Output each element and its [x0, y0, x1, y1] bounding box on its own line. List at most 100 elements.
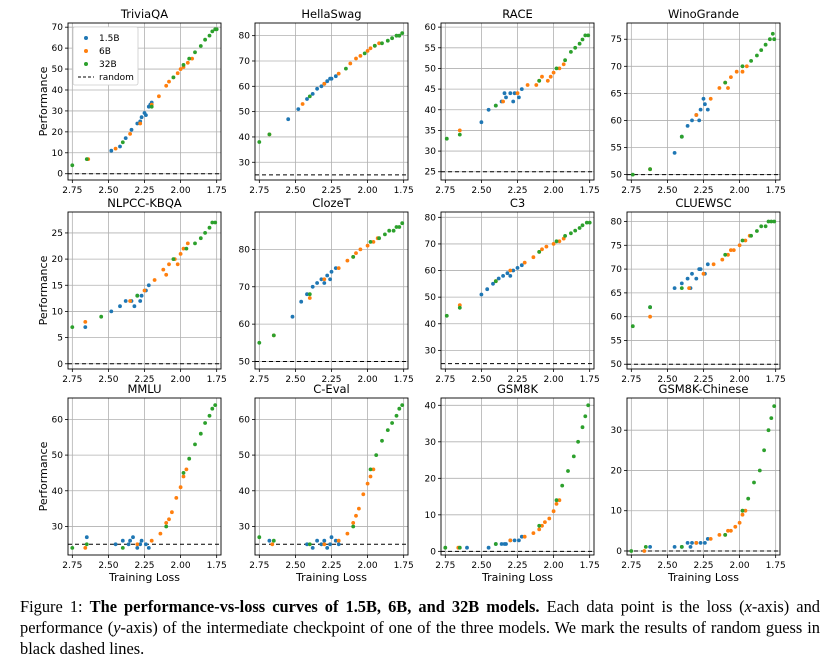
- x-tick-label: 2.50: [471, 561, 491, 571]
- x-tick-label: 2.50: [285, 375, 305, 385]
- data-point-32b: [267, 132, 272, 137]
- y-tick-label: 0: [430, 547, 436, 557]
- data-point-1-5b: [123, 136, 128, 141]
- data-point-6b: [540, 523, 544, 528]
- data-point-32b: [580, 425, 585, 430]
- data-point-1-5b: [479, 120, 484, 125]
- y-tick-label: 40: [425, 401, 437, 411]
- data-point-6b: [358, 54, 363, 58]
- data-point-32b: [307, 292, 312, 297]
- data-point-32b: [99, 314, 104, 319]
- x-tick-label: 2.25: [321, 375, 341, 385]
- data-point-32b: [171, 75, 176, 80]
- y-tick-label: 40: [52, 487, 64, 497]
- data-point-6b: [743, 508, 748, 513]
- data-point-1-5b: [146, 546, 151, 550]
- data-point-6b: [531, 255, 536, 260]
- data-point-6b: [345, 531, 350, 536]
- legend-label-random: random: [99, 73, 134, 83]
- x-axis-label: Training Loss: [481, 571, 553, 584]
- y-tick-label: 60: [239, 82, 251, 92]
- y-axis-label: Performance: [37, 66, 50, 136]
- data-point-6b: [371, 467, 376, 472]
- data-point-6b: [708, 537, 713, 541]
- data-point-6b: [322, 542, 327, 547]
- data-point-6b: [368, 46, 373, 51]
- data-point-32b: [679, 286, 684, 290]
- data-point-1-5b: [325, 273, 330, 278]
- panel-title: C-Eval: [313, 382, 350, 396]
- data-point-6b: [522, 534, 527, 539]
- data-point-32b: [362, 51, 367, 56]
- data-point-6b: [184, 467, 189, 472]
- panel-title: GSM8K: [497, 382, 538, 396]
- data-point-1-5b: [83, 325, 88, 329]
- data-point-1-5b: [118, 304, 122, 309]
- data-point-32b: [210, 220, 215, 225]
- legend: 1.5B 6B 32B random: [72, 26, 139, 86]
- data-point-1-5b: [123, 299, 128, 303]
- x-tick-label: 2.00: [730, 186, 750, 196]
- data-point-6b: [167, 517, 171, 522]
- data-point-32b: [397, 33, 402, 38]
- data-point-1-5b: [672, 286, 677, 290]
- caption-text-1: Each data point is the loss (: [546, 597, 745, 616]
- y-tick-label: 20: [611, 466, 623, 476]
- data-point-32b: [210, 406, 215, 411]
- legend-label-6b: 6B: [99, 47, 111, 57]
- data-point-6b: [365, 49, 370, 53]
- panel-c3: C3 2.75 2.50 2.25 2.00 1.75 30 40 50 60 70 80: [425, 196, 600, 385]
- data-point-32b: [587, 220, 592, 225]
- panel-title: NLPCC-KBQA: [107, 196, 182, 210]
- x-axis-label: Training Loss: [667, 571, 739, 584]
- caption-x-variable: x: [744, 597, 752, 616]
- x-tick-label: 2.25: [134, 561, 154, 571]
- data-point-6b: [531, 531, 536, 535]
- data-point-32b: [397, 225, 402, 229]
- data-point-32b: [351, 255, 356, 259]
- data-point-6b: [694, 113, 699, 117]
- data-point-32b: [493, 103, 498, 108]
- data-point-1-5b: [333, 538, 338, 543]
- x-tick-label: 2.75: [249, 375, 269, 385]
- data-point-32b: [390, 421, 394, 425]
- data-point-32b: [629, 549, 634, 553]
- data-point-6b: [561, 62, 566, 67]
- data-point-32b: [271, 538, 276, 543]
- data-point-32b: [749, 233, 753, 238]
- y-tick-label: 70: [239, 283, 251, 293]
- data-point-1-5b: [325, 546, 330, 550]
- data-point-32b: [630, 172, 635, 177]
- data-point-6b: [157, 94, 161, 99]
- data-point-6b: [548, 74, 553, 79]
- panel-nlpcc-kbqa: NLPCC-KBQA 2.75 2.50 2.25 2.00 1.75 0 5 10 15 20 25…: [37, 196, 227, 385]
- data-point-1-5b: [128, 538, 133, 543]
- data-point-6b: [731, 248, 736, 253]
- caption-text-3: -axis) of the intermediate checkpoint of…: [20, 618, 820, 658]
- data-point-6b: [164, 272, 169, 277]
- data-point-1-5b: [465, 545, 469, 550]
- data-point-6b: [717, 533, 722, 537]
- data-point-32b: [757, 468, 762, 473]
- data-point-6b: [508, 538, 513, 543]
- legend-label-1-5b: 1.5B: [99, 34, 120, 44]
- x-tick-label: 2.50: [657, 375, 677, 385]
- data-point-32b: [397, 406, 402, 411]
- data-point-6b: [642, 549, 647, 553]
- x-tick-label: 1.75: [207, 375, 227, 385]
- data-point-6b: [351, 521, 356, 525]
- y-tick-label: 20: [52, 255, 64, 265]
- y-tick-label: 60: [611, 116, 623, 126]
- data-point-6b: [178, 67, 183, 71]
- data-point-1-5b: [496, 276, 501, 281]
- data-point-6b: [167, 262, 171, 267]
- data-point-1-5b: [517, 538, 521, 543]
- data-point-32b: [772, 404, 777, 408]
- data-point-32b: [70, 163, 75, 168]
- data-point-6b: [547, 516, 552, 521]
- data-point-32b: [307, 94, 312, 99]
- data-point-6b: [729, 528, 733, 533]
- data-point-32b: [749, 59, 753, 63]
- y-tick-label: 80: [611, 218, 623, 228]
- data-point-32b: [577, 226, 582, 230]
